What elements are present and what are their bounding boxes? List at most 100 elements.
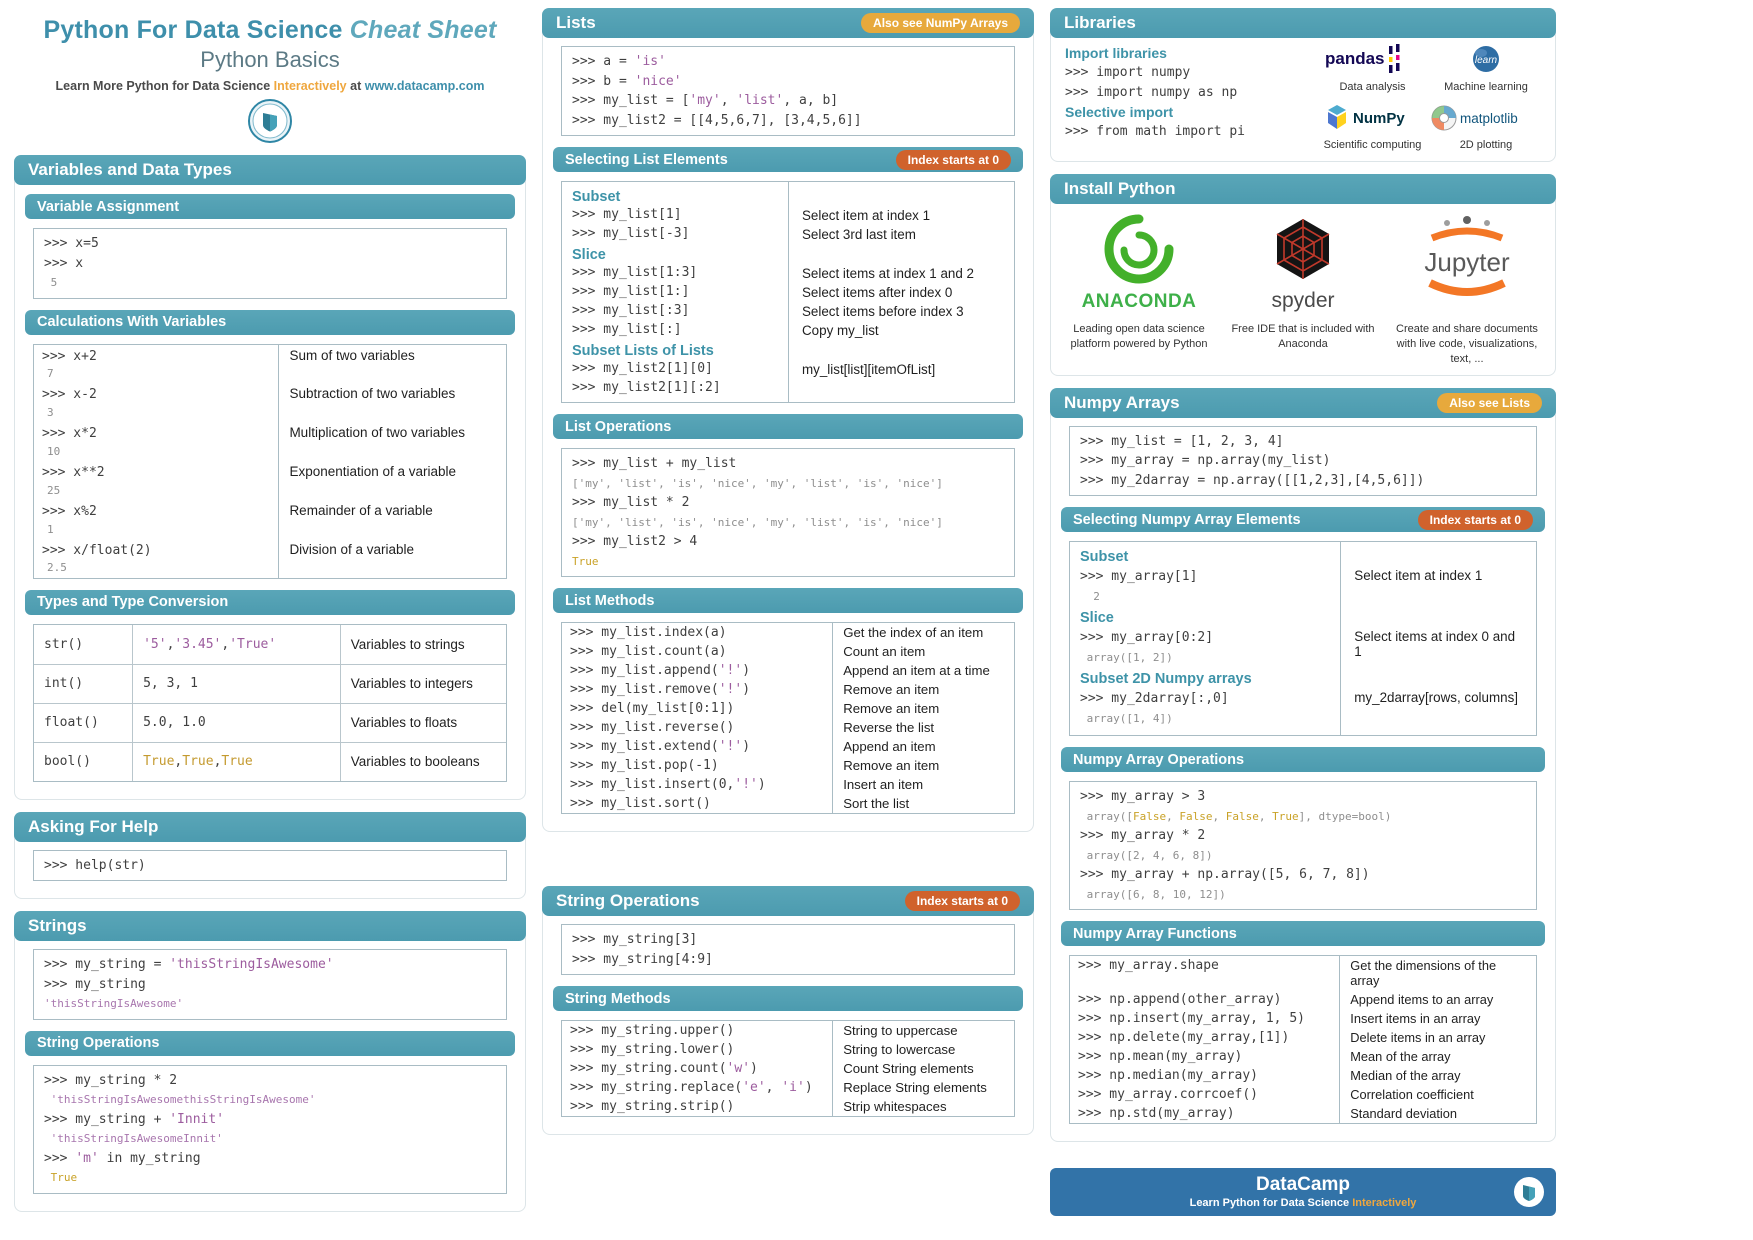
selection-row: >>> my_2darray[:,0] array([1, 4]) my_2da… bbox=[1080, 690, 1518, 725]
subsection-title: List Operations bbox=[565, 418, 672, 435]
selecting-list-elements-bar: Selecting List Elements Index starts at … bbox=[553, 147, 1023, 172]
section-lists: Lists Also see NumPy Arrays >>> a = 'is'… bbox=[542, 8, 1034, 832]
libraries-header-bar: Libraries bbox=[1050, 8, 1556, 38]
footer-tagline: Learn Python for Data Science Interactiv… bbox=[1190, 1197, 1417, 1209]
section-title: Libraries bbox=[1064, 13, 1136, 32]
group-title: Subset bbox=[1080, 549, 1129, 566]
section-title: Asking For Help bbox=[28, 816, 159, 836]
method-row: >>> my_list.count(a) Count an item bbox=[562, 642, 1014, 661]
method-row: >>> my_string.count('w') Count String el… bbox=[562, 1059, 1014, 1078]
list-methods-bar: List Methods bbox=[553, 588, 1023, 613]
anaconda-item: ANACONDA Leading open data science platf… bbox=[1058, 211, 1220, 367]
left-column: Python For Data Science Cheat Sheet Pyth… bbox=[14, 8, 526, 1224]
numpy-wordmark: NumPy bbox=[1353, 110, 1405, 127]
subsection-title: Variable Assignment bbox=[37, 198, 180, 215]
calc-row: >>> x**2 25 Exponentiation of a variable bbox=[34, 461, 506, 501]
section-title: Numpy Arrays bbox=[1064, 392, 1180, 412]
group-subset: Subset >>> my_list[1] Select item at ind… bbox=[562, 186, 1014, 244]
type-row: str() '5', '3.45', 'True' Variables to s… bbox=[34, 624, 506, 664]
scikit-learn-logo: learn Machine learning bbox=[1431, 43, 1541, 93]
method-row: >>> my_array.shape Get the dimensions of… bbox=[1070, 956, 1536, 991]
index-starts-badge: Index starts at 0 bbox=[904, 891, 1020, 911]
selection-row: >>> my_array[0:2] array([1, 2]) Select i… bbox=[1080, 629, 1516, 664]
method-row: >>> my_string.replace('e', 'i') Replace … bbox=[562, 1078, 1014, 1097]
selection-row: >>> my_list2[1][:2] bbox=[572, 380, 721, 395]
index-starts-badge: Index starts at 0 bbox=[895, 149, 1011, 170]
method-row: >>> np.append(other_array) Append items … bbox=[1070, 990, 1536, 1010]
install-caption: Leading open data science platform power… bbox=[1070, 323, 1208, 350]
string-operations-bar: String Operations bbox=[25, 1030, 515, 1056]
tagline-highlight: Interactively bbox=[273, 79, 347, 93]
section-strings: Strings >>> my_string = 'thisStringIsAwe… bbox=[14, 911, 526, 1212]
type-row: float() 5.0, 1.0 Variables to floats bbox=[34, 702, 506, 742]
group-title: Slice bbox=[572, 247, 606, 263]
selection-row: >>> my_list[-3] Select 3rd last item bbox=[572, 226, 916, 242]
header: Python For Data Science Cheat Sheet Pyth… bbox=[14, 8, 526, 155]
libraries-code: Import libraries >>> import numpy >>> imp… bbox=[1065, 43, 1322, 151]
subsection-title: Calculations With Variables bbox=[37, 314, 227, 330]
string-operations-header-bar: String Operations Index starts at 0 bbox=[542, 886, 1034, 916]
string-methods-bar: String Methods bbox=[553, 986, 1023, 1011]
lists-code: >>> a = 'is' >>> b = 'nice' >>> my_list = … bbox=[561, 46, 1015, 136]
calculations-table: >>> x+2 7 Sum of two variables >>> x-2 3… bbox=[33, 343, 507, 579]
right-column: Libraries Import libraries >>> import nu… bbox=[1050, 8, 1556, 1224]
variable-assignment-code: >>> x=5 >>> x 5 bbox=[33, 228, 507, 299]
datacamp-logo-icon bbox=[14, 98, 526, 149]
subset-rows: >>> my_list[1] Select item at index 1 >>… bbox=[562, 206, 1014, 244]
install-python-header-bar: Install Python bbox=[1050, 174, 1556, 204]
method-row: >>> my_list.sort() Sort the list bbox=[562, 794, 1014, 813]
method-row: >>> my_list.insert(0,'!') Insert an item bbox=[562, 775, 1014, 794]
section-libraries: Libraries Import libraries >>> import nu… bbox=[1050, 8, 1556, 162]
library-logos: pandas Data analysis bbox=[1322, 43, 1541, 151]
selection-row: >>> my_array[1] 2 Select item at index 1 bbox=[1080, 568, 1483, 603]
subsection-title: Selecting List Elements bbox=[565, 151, 728, 168]
logo-caption: Machine learning bbox=[1444, 81, 1528, 93]
title-main: Python For Data Science bbox=[43, 16, 343, 44]
types-table: str() '5', '3.45', 'True' Variables to s… bbox=[33, 623, 507, 782]
selection-row: >>> my_list[1] Select item at index 1 bbox=[572, 207, 931, 223]
install-options: ANACONDA Leading open data science platf… bbox=[1051, 203, 1555, 369]
type-row: int() 5, 3, 1 Variables to integers bbox=[34, 663, 506, 703]
method-row: >>> np.std(my_array) Standard deviation bbox=[1070, 1104, 1536, 1124]
variables-header-bar: Variables and Data Types bbox=[14, 155, 526, 185]
footer-tagline-prefix: Learn Python for Data Science bbox=[1189, 1196, 1350, 1209]
group-subset: Subset >>> my_array[1] 2 Select item at … bbox=[1070, 546, 1536, 607]
method-row: >>> my_list.remove('!') Remove an item bbox=[562, 680, 1014, 699]
selective-import-label: Selective import bbox=[1065, 104, 1174, 120]
calc-row: >>> x+2 7 Sum of two variables bbox=[34, 344, 506, 384]
section-title: Variables and Data Types bbox=[28, 160, 232, 179]
selection-row: >>> my_list[1:3] Select items at index 1… bbox=[572, 265, 974, 281]
anaconda-wordmark: ANACONDA bbox=[1082, 291, 1197, 312]
datacamp-link[interactable]: www.datacamp.com bbox=[364, 79, 485, 93]
numpy-functions-bar: Numpy Array Functions bbox=[1061, 921, 1545, 947]
footer: DataCamp Learn Python for Data Science I… bbox=[1050, 1168, 1556, 1217]
jupyter-logo-icon: Jupyter bbox=[1424, 216, 1510, 296]
section-string-operations: String Operations Index starts at 0 >>> … bbox=[542, 886, 1034, 1135]
calc-row: >>> x/float(2) 2.5 Division of a variabl… bbox=[34, 538, 506, 578]
list-operations-code: >>> my_list + my_list ['my', 'list', 'is'… bbox=[561, 448, 1015, 577]
jupyter-wordmark: Jupyter bbox=[1424, 247, 1510, 277]
numpy-operations-bar: Numpy Array Operations bbox=[1061, 747, 1545, 773]
section-numpy-arrays: Numpy Arrays Also see Lists >>> my_list … bbox=[1050, 387, 1556, 1143]
also-see-numpy-badge: Also see NumPy Arrays bbox=[861, 13, 1020, 33]
pandas-logo-icon: pandas bbox=[1325, 44, 1399, 73]
method-row: >>> my_array.corrcoef() Correlation coef… bbox=[1070, 1085, 1536, 1105]
calc-row: >>> x%2 1 Remainder of a variable bbox=[34, 500, 506, 539]
string-operations-code: >>> my_string * 2 'thisStringIsAwesometh… bbox=[33, 1064, 507, 1194]
method-row: >>> my_string.strip() Strip whitespaces bbox=[562, 1097, 1014, 1116]
group-title: Subset 2D Numpy arrays bbox=[1080, 671, 1252, 688]
spyder-item: spyder Free IDE that is included with An… bbox=[1222, 211, 1384, 367]
subsection-title: Selecting Numpy Array Elements bbox=[1073, 511, 1301, 528]
numpy-operations-code: >>> my_array > 3 array([False, False, Fa… bbox=[1069, 781, 1537, 911]
import-libraries-label: Import libraries bbox=[1065, 45, 1167, 61]
tagline-at: at bbox=[350, 79, 362, 93]
page-subtitle: Python Basics bbox=[200, 47, 340, 72]
section-title: Lists bbox=[556, 13, 596, 32]
group-slice: Slice >>> my_array[0:2] array([1, 2]) Se… bbox=[1070, 607, 1536, 668]
install-caption: Create and share documents with live cod… bbox=[1396, 323, 1538, 365]
middle-column: Lists Also see NumPy Arrays >>> a = 'is'… bbox=[542, 8, 1034, 1224]
datacamp-footer-logo-icon bbox=[1512, 1175, 1546, 1214]
list-operations-bar: List Operations bbox=[553, 414, 1023, 439]
numpy-arrays-header-bar: Numpy Arrays Also see Lists bbox=[1050, 387, 1556, 418]
